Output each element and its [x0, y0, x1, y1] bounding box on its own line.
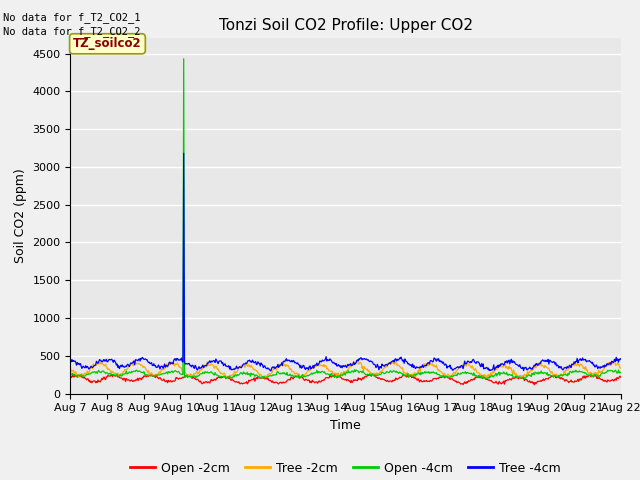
Y-axis label: Soil CO2 (ppm): Soil CO2 (ppm) [14, 168, 27, 264]
X-axis label: Time: Time [330, 419, 361, 432]
Open -2cm [413, 377, 421, 383]
Open -4cm [133, 368, 141, 373]
Line: Open -2cm: Open -2cm [70, 373, 621, 385]
Open -4cm [77, 372, 84, 378]
Line: Open -4cm: Open -4cm [70, 59, 621, 379]
Open -4cm [617, 370, 625, 375]
Tree -2cm [77, 373, 84, 379]
Title: Tonzi Soil CO2 Profile: Upper CO2: Tonzi Soil CO2 Profile: Upper CO2 [219, 18, 472, 33]
Open -4cm [190, 373, 198, 379]
Open -2cm [67, 375, 74, 381]
Open -2cm [133, 377, 141, 383]
Text: No data for f_T2_CO2_1: No data for f_T2_CO2_1 [3, 12, 141, 23]
Tree -2cm [610, 357, 618, 362]
Tree -4cm [77, 361, 84, 367]
Tree -4cm [219, 360, 227, 366]
Tree -2cm [429, 363, 437, 369]
Tree -4cm [180, 150, 188, 156]
Tree -4cm [267, 368, 275, 374]
Open -2cm [218, 374, 226, 380]
Open -2cm [77, 374, 84, 380]
Tree -4cm [430, 355, 438, 361]
Tree -2cm [413, 371, 421, 376]
Text: TZ_soilco2: TZ_soilco2 [73, 37, 142, 50]
Legend: Open -2cm, Tree -2cm, Open -4cm, Tree -4cm: Open -2cm, Tree -2cm, Open -4cm, Tree -4… [125, 456, 566, 480]
Tree -2cm [260, 375, 268, 381]
Text: No data for f_T2_CO2_2: No data for f_T2_CO2_2 [3, 26, 141, 37]
Tree -2cm [617, 365, 625, 371]
Tree -4cm [414, 365, 422, 371]
Tree -2cm [218, 371, 226, 376]
Tree -2cm [133, 361, 141, 367]
Open -4cm [219, 374, 227, 380]
Tree -4cm [67, 359, 74, 364]
Tree -2cm [189, 373, 196, 379]
Open -2cm [531, 382, 538, 388]
Open -4cm [180, 56, 188, 62]
Open -2cm [617, 374, 625, 380]
Open -4cm [414, 371, 422, 377]
Tree -4cm [190, 365, 198, 371]
Open -4cm [222, 376, 230, 382]
Open -2cm [368, 371, 376, 376]
Line: Tree -4cm: Tree -4cm [70, 153, 621, 371]
Open -2cm [429, 376, 437, 382]
Tree -4cm [617, 356, 625, 361]
Line: Tree -2cm: Tree -2cm [70, 360, 621, 378]
Open -4cm [67, 370, 74, 376]
Open -2cm [189, 374, 196, 380]
Open -4cm [430, 370, 438, 375]
Tree -4cm [133, 357, 141, 363]
Tree -2cm [67, 368, 74, 373]
